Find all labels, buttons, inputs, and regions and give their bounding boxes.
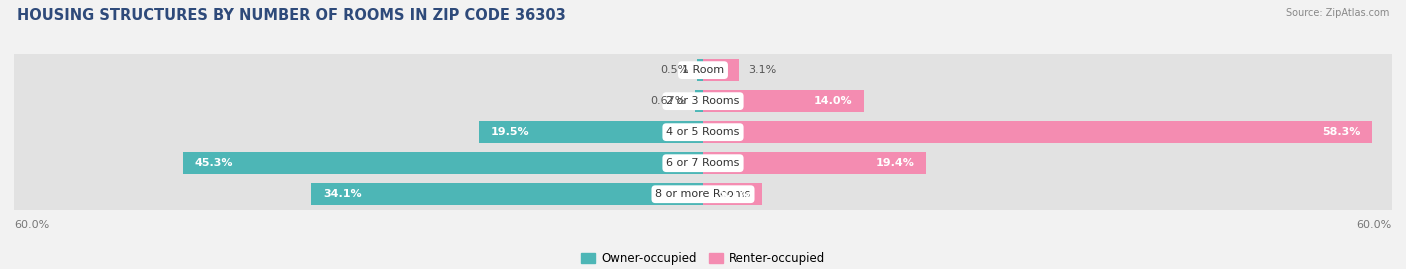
- Text: 19.4%: 19.4%: [876, 158, 914, 168]
- Text: Source: ZipAtlas.com: Source: ZipAtlas.com: [1285, 8, 1389, 18]
- Bar: [703, 59, 738, 81]
- Bar: [14, 178, 1392, 210]
- Bar: [14, 116, 1392, 148]
- Text: HOUSING STRUCTURES BY NUMBER OF ROOMS IN ZIP CODE 36303: HOUSING STRUCTURES BY NUMBER OF ROOMS IN…: [17, 8, 565, 23]
- Bar: [703, 183, 762, 205]
- Bar: [697, 59, 703, 81]
- Bar: [696, 90, 703, 112]
- Text: 45.3%: 45.3%: [194, 158, 233, 168]
- Text: 0.67%: 0.67%: [651, 96, 686, 106]
- Text: 8 or more Rooms: 8 or more Rooms: [655, 189, 751, 199]
- Bar: [312, 183, 703, 205]
- Text: 60.0%: 60.0%: [14, 220, 49, 230]
- Bar: [703, 121, 1372, 143]
- Text: 3.1%: 3.1%: [748, 65, 776, 75]
- Bar: [479, 121, 703, 143]
- Text: 0.5%: 0.5%: [659, 65, 688, 75]
- Bar: [183, 152, 703, 174]
- Text: 58.3%: 58.3%: [1323, 127, 1361, 137]
- Bar: [14, 54, 1392, 86]
- Text: 2 or 3 Rooms: 2 or 3 Rooms: [666, 96, 740, 106]
- Text: 19.5%: 19.5%: [491, 127, 529, 137]
- Text: 4 or 5 Rooms: 4 or 5 Rooms: [666, 127, 740, 137]
- Text: 1 Room: 1 Room: [682, 65, 724, 75]
- Bar: [703, 90, 863, 112]
- Text: 60.0%: 60.0%: [1357, 220, 1392, 230]
- Bar: [703, 152, 925, 174]
- Bar: [14, 85, 1392, 117]
- Text: 6 or 7 Rooms: 6 or 7 Rooms: [666, 158, 740, 168]
- Bar: [14, 147, 1392, 179]
- Text: 5.1%: 5.1%: [720, 189, 749, 199]
- Legend: Owner-occupied, Renter-occupied: Owner-occupied, Renter-occupied: [576, 247, 830, 269]
- Text: 14.0%: 14.0%: [814, 96, 852, 106]
- Text: 34.1%: 34.1%: [323, 189, 361, 199]
